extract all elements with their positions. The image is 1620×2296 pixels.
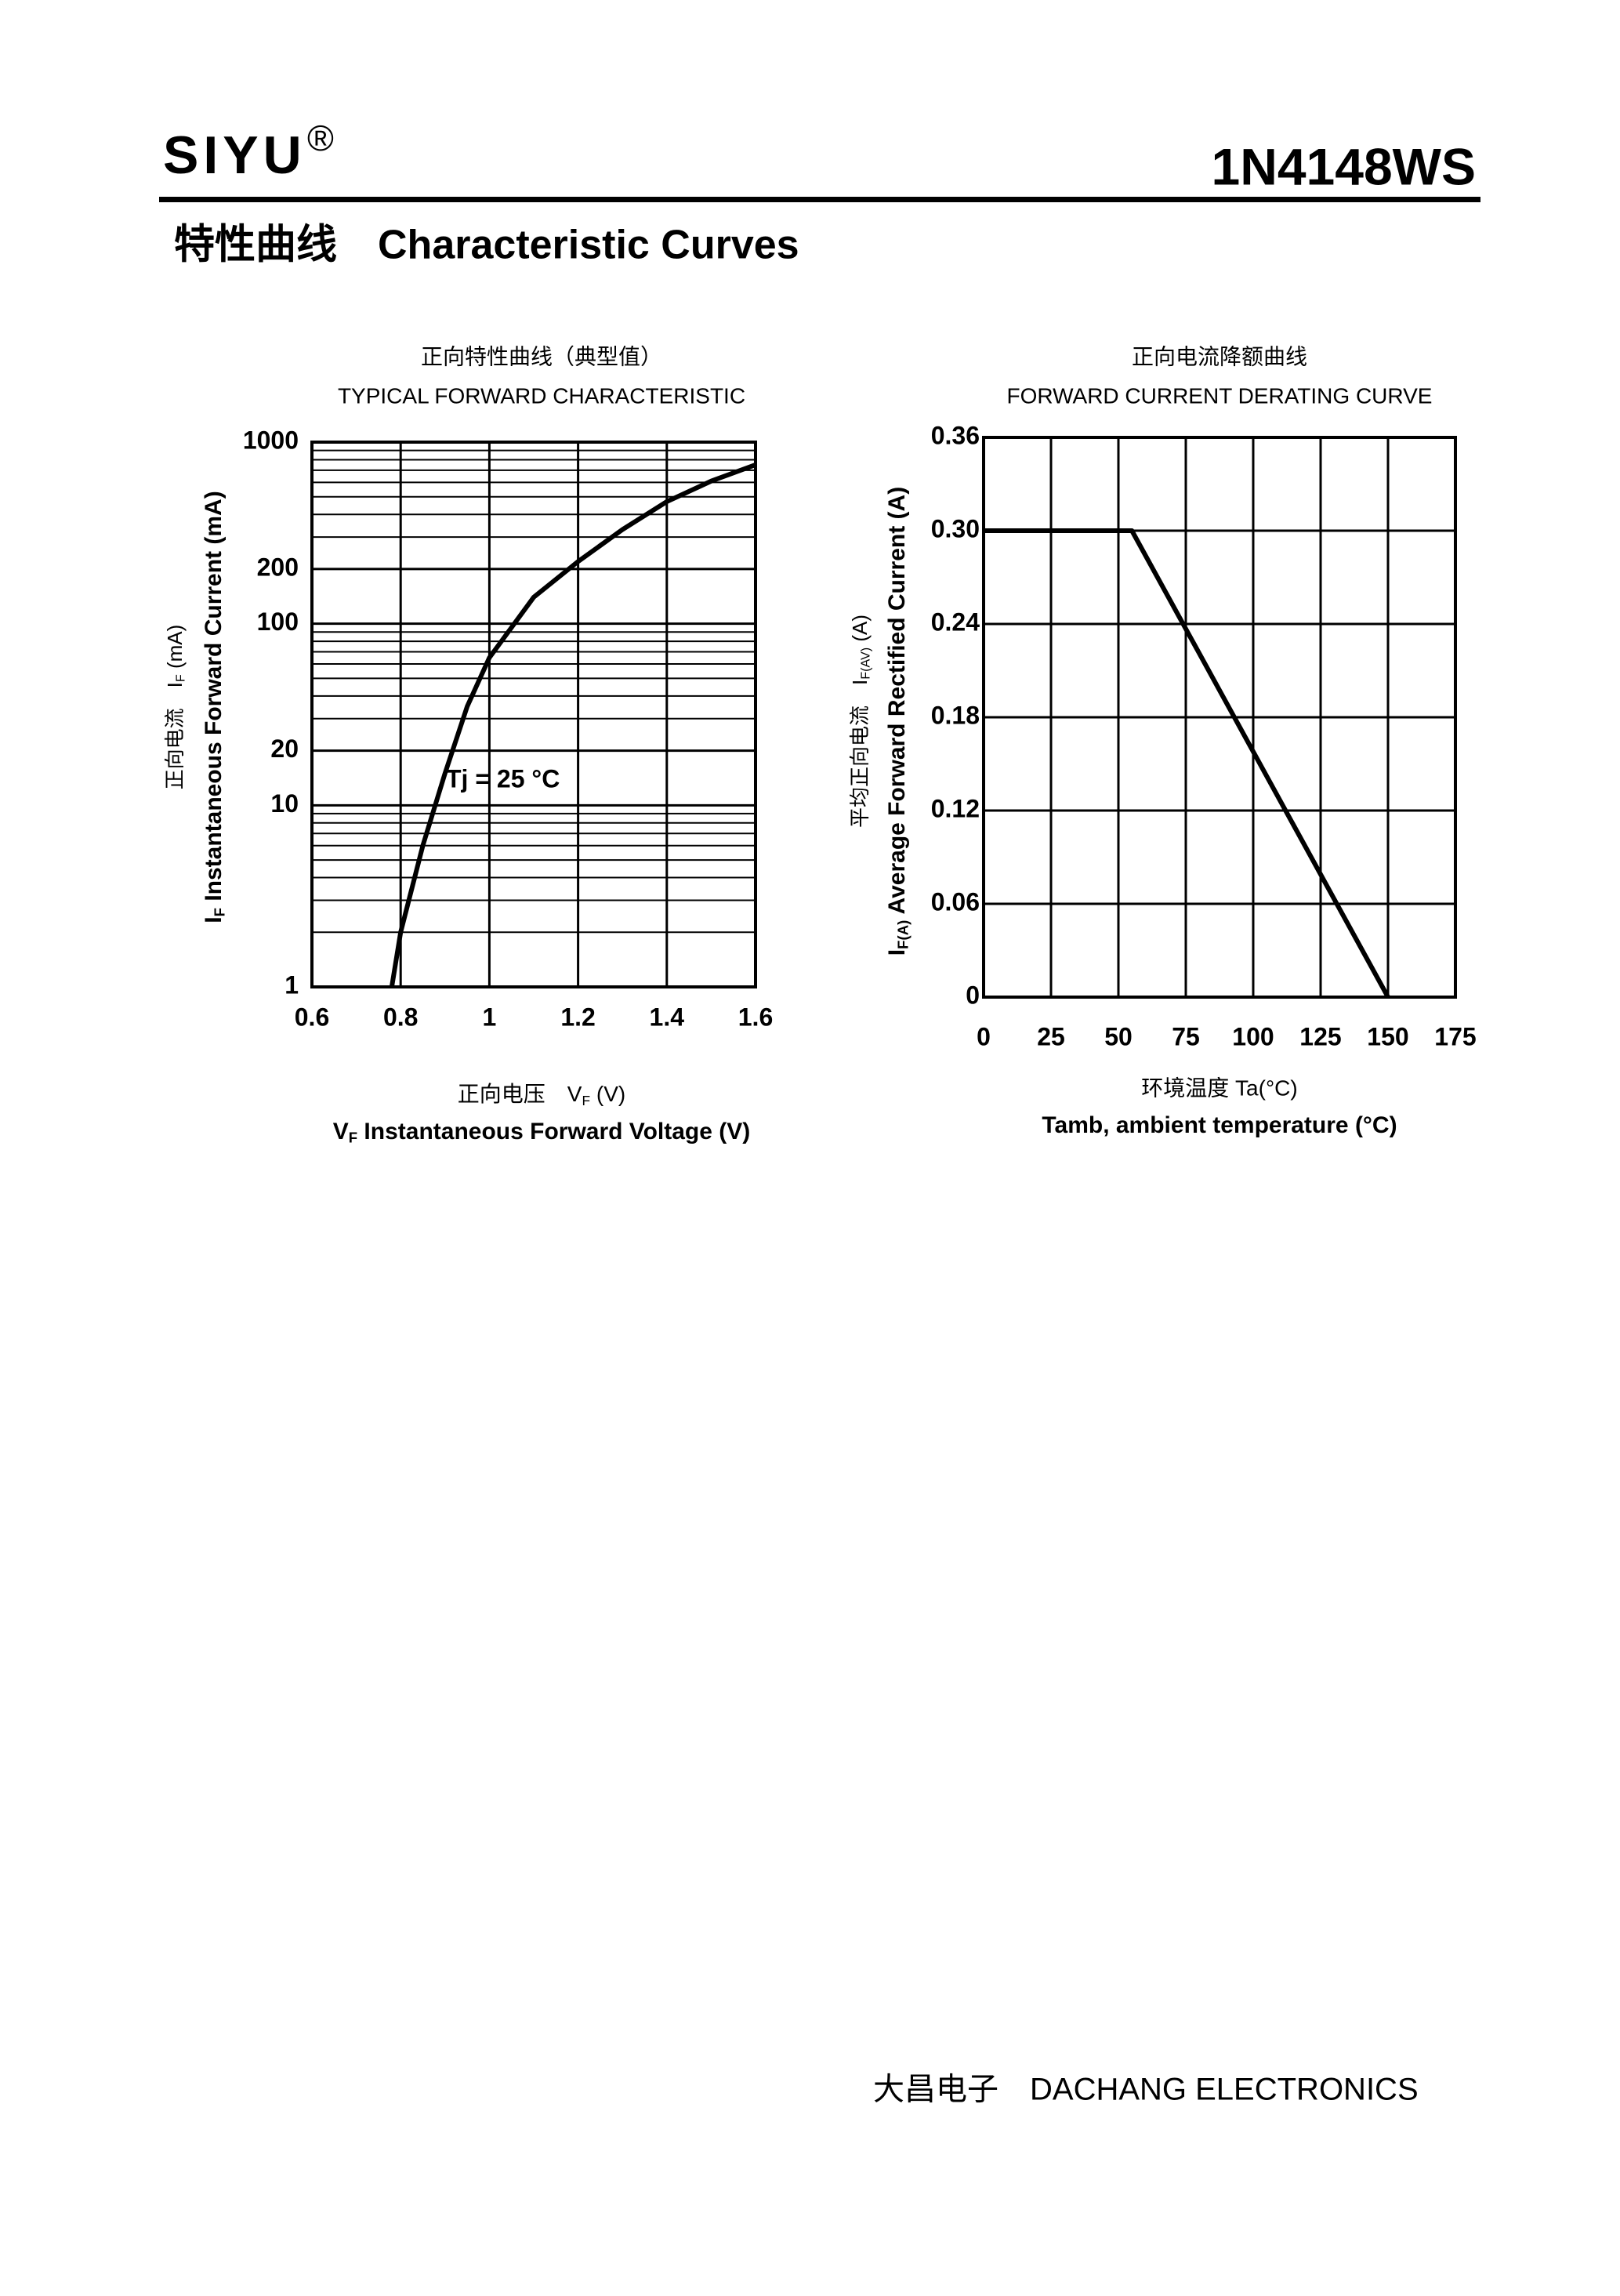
y-axis-label-cn-text: (A): [848, 615, 872, 647]
x-tick-label: 75: [1172, 1022, 1200, 1050]
x-tick-label: 1.2: [560, 1003, 595, 1031]
x-axis-label-subscript: F: [349, 1129, 357, 1145]
footer: 大昌电子 DACHANG ELECTRONICS: [873, 2073, 1419, 2107]
x-axis-label-symbol: V: [333, 1119, 349, 1144]
chart-title-cn: 正向特性曲线（典型值）: [421, 344, 662, 368]
annotation: Tj = 25 °C: [446, 764, 560, 793]
x-axis-label-cn: 正向电压 VF (V): [458, 1082, 625, 1108]
brand: SIYU: [163, 125, 306, 185]
part-number: 1N4148WS: [1211, 137, 1476, 195]
x-tick-label: 1: [483, 1003, 497, 1031]
y-tick-label: 0.36: [931, 421, 980, 449]
y-axis-label-cn-symbol: I: [848, 680, 872, 685]
x-axis-label-cn-subscript: F: [582, 1093, 590, 1108]
data-line: [389, 462, 757, 988]
data-line: [984, 528, 1390, 999]
x-axis-label-cn: 环境温度 Ta(°C): [1141, 1075, 1297, 1100]
y-axis-label-cn-prefix: 正向电流: [163, 687, 187, 789]
x-axis-label: Tamb, ambient temperature (°C): [1042, 1112, 1397, 1138]
x-axis-label: VF Instantaneous Forward Voltage (V): [333, 1119, 751, 1145]
x-tick-label: 100: [1232, 1022, 1274, 1050]
y-axis-label-symbol: I: [201, 916, 227, 923]
y-axis-label-symbol: I: [884, 949, 910, 956]
y-axis-label-subscript: F(A): [894, 920, 911, 949]
section-title: 特性曲线 Characteristic Curves: [174, 223, 799, 268]
chart-title: TYPICAL FORWARD CHARACTERISTIC: [338, 383, 745, 408]
y-axis-label-cn-text: (mA): [163, 625, 187, 675]
y-tick-label: 0: [966, 981, 980, 1009]
y-axis-label-cn-symbol: I: [163, 682, 187, 687]
x-tick-label: 150: [1367, 1022, 1408, 1050]
y-tick-label: 0.06: [931, 887, 980, 916]
y-axis-label-text: Average Forward Rectified Current (A): [884, 487, 910, 920]
y-tick-label: 20: [270, 735, 299, 763]
plot-frame: [310, 441, 757, 988]
header-rule: [159, 197, 1480, 202]
x-axis-label-cn-prefix: 正向电压: [458, 1082, 567, 1106]
x-tick-label: 25: [1037, 1022, 1065, 1050]
y-tick-label: 0.12: [931, 794, 980, 822]
y-tick-label: 100: [257, 608, 299, 636]
y-tick-label: 10: [270, 789, 299, 818]
y-tick-label: 1: [284, 970, 299, 999]
x-axis-label-text: Instantaneous Forward Voltage (V): [357, 1119, 750, 1144]
x-tick-label: 50: [1104, 1022, 1133, 1050]
y-axis-label-subscript: F: [211, 908, 227, 916]
brand-mark: ®: [307, 118, 334, 158]
y-axis-label-cn-subscript: F(AV): [859, 647, 873, 680]
y-tick-label: 200: [257, 553, 299, 581]
x-tick-label: 0.8: [383, 1003, 418, 1031]
y-axis-label-cn: 正向电流 IF (mA): [163, 625, 188, 790]
y-axis-label-cn-prefix: 平均正向电流: [848, 685, 872, 828]
chart-title: FORWARD CURRENT DERATING CURVE: [1007, 383, 1433, 408]
x-axis-label-cn-text: (V): [590, 1082, 625, 1106]
x-tick-label: 1.4: [650, 1003, 685, 1031]
x-tick-label: 175: [1434, 1022, 1476, 1050]
y-axis-label: IF(A) Average Forward Rectified Current …: [884, 487, 911, 956]
plot-frame: [982, 436, 1457, 999]
y-axis-label: IF Instantaneous Forward Current (mA): [201, 491, 227, 923]
y-tick-label: 0.30: [931, 514, 980, 542]
x-tick-label: 0.6: [295, 1003, 329, 1031]
y-tick-label: 1000: [243, 426, 299, 454]
y-axis-label-cn-subscript: F: [174, 674, 188, 682]
y-tick-label: 0.18: [931, 701, 980, 729]
chart-title-cn: 正向电流降额曲线: [1132, 344, 1307, 368]
y-axis-label-text: Instantaneous Forward Current (mA): [201, 491, 227, 908]
x-tick-label: 125: [1299, 1022, 1341, 1050]
x-tick-label: 0: [977, 1022, 991, 1050]
x-axis-label-cn-symbol: V: [567, 1082, 582, 1106]
y-tick-label: 0.24: [931, 608, 980, 636]
x-tick-label: 1.6: [738, 1003, 773, 1031]
y-axis-label-cn: 平均正向电流 IF(AV) (A): [848, 615, 873, 828]
